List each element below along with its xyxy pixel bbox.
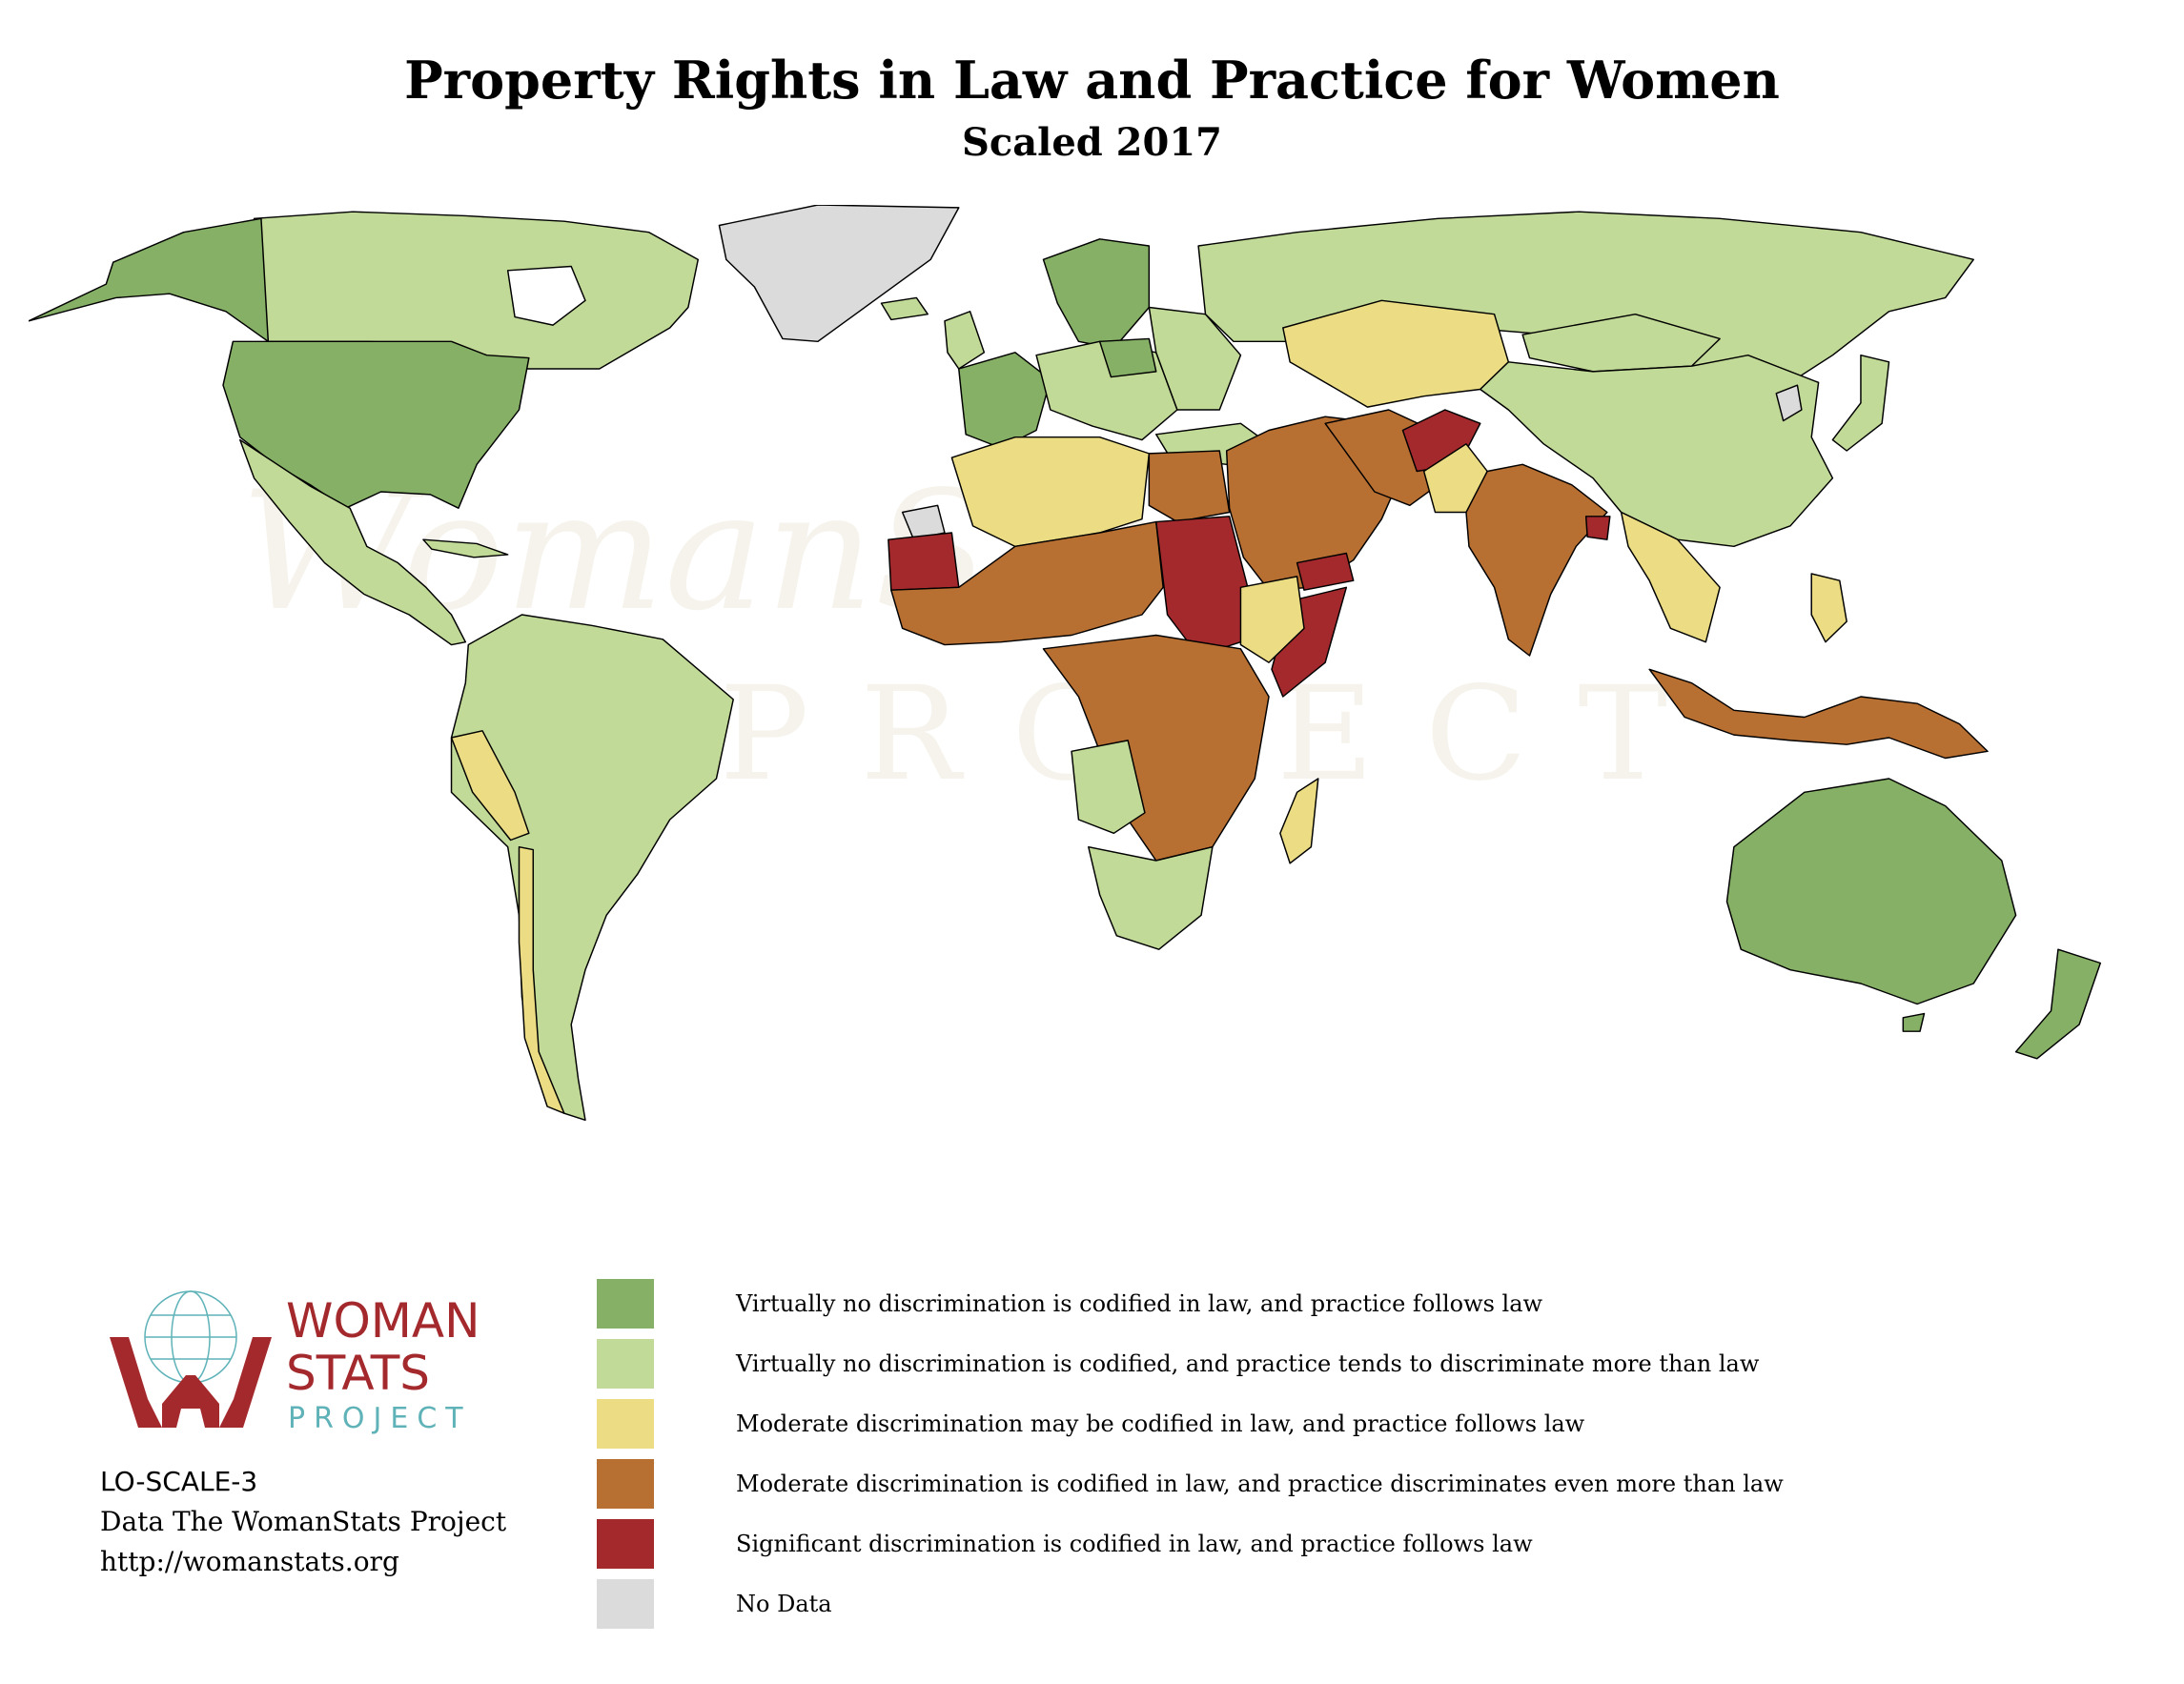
region-chile (518, 845, 565, 1114)
region-mexico-central-america (239, 438, 467, 646)
region-hudson-bay (506, 265, 586, 326)
legend-swatch (597, 1338, 654, 1389)
legend-item: Virtually no discrimination is codified … (597, 1273, 2160, 1333)
region-tasmania (1902, 1012, 1926, 1032)
region-india (1465, 463, 1608, 657)
womanstats-logo: WOMAN STATS PROJECT (110, 1290, 480, 1435)
region-egypt (1148, 450, 1231, 523)
world-map: WomanStats PROJECT (29, 205, 2102, 1122)
legend-item: Moderate discrimination is codified in l… (597, 1453, 2160, 1513)
legend-label: Significant discrimination is codified i… (736, 1530, 1533, 1557)
legend-label: Virtually no discrimination is codified … (736, 1289, 1543, 1317)
map-title: Property Rights in Law and Practice for … (404, 50, 1780, 111)
legend: Virtually no discrimination is codified … (597, 1273, 2160, 1633)
info-block: LO-SCALE-3 Data The WomanStats Project h… (100, 1462, 506, 1582)
globe-icon (144, 1290, 237, 1384)
region-north-africa (950, 436, 1151, 548)
region-mauritania (888, 532, 960, 591)
legend-label: Moderate discrimination may be codified … (736, 1410, 1585, 1437)
region-peru-bolivia (450, 730, 530, 842)
region-greenland (718, 205, 960, 343)
region-angola-zambia (1071, 740, 1146, 835)
logo-word-woman: WOMAN (286, 1293, 480, 1349)
legend-item: Moderate discrimination may be codified … (597, 1393, 2160, 1453)
region-scandinavia (1042, 238, 1151, 350)
region-philippines (1810, 573, 1847, 643)
legend-label: Virtually no discrimination is codified,… (736, 1349, 1760, 1377)
region-caribbean (422, 538, 509, 558)
region-kazakhstan-central-asia (1282, 299, 1510, 408)
legend-label: Moderate discrimination is codified in l… (736, 1470, 1784, 1497)
region-yemen (1296, 552, 1355, 591)
region-australia (1725, 778, 2017, 1005)
source-url[interactable]: http://womanstats.org (100, 1546, 399, 1577)
region-china (1480, 354, 1834, 548)
legend-swatch (597, 1578, 654, 1629)
logo-word-project: PROJECT (288, 1402, 472, 1435)
legend-swatch (597, 1458, 654, 1509)
legend-label: No Data (736, 1590, 832, 1617)
region-madagascar (1279, 778, 1319, 864)
region-iceland (880, 296, 929, 321)
legend-swatch (597, 1278, 654, 1329)
region-ethiopia (1239, 576, 1305, 663)
raised-hands-icon (110, 1337, 272, 1428)
scale-code: LO-SCALE-3 (100, 1466, 258, 1497)
region-southeast-asia (1620, 511, 1721, 643)
map-subtitle: Scaled 2017 (961, 120, 1223, 165)
region-new-zealand (2014, 948, 2102, 1060)
region-uk (944, 311, 986, 370)
logo-word-stats: STATS (286, 1346, 430, 1401)
region-korea (1775, 384, 1803, 422)
data-credit: Data The WomanStats Project (100, 1506, 507, 1537)
region-bangladesh (1584, 516, 1611, 540)
region-alaska (29, 217, 270, 343)
region-poland (1098, 337, 1157, 378)
region-western-sahara (901, 504, 946, 540)
legend-item: Virtually no discrimination is codified,… (597, 1333, 2160, 1393)
region-south-america (450, 614, 734, 1122)
region-usa (222, 340, 530, 509)
region-west-europe (958, 352, 1051, 449)
legend-item: No Data (597, 1573, 2160, 1633)
legend-swatch (597, 1398, 654, 1449)
region-sahel (890, 520, 1164, 646)
region-southern-africa (1088, 845, 1214, 950)
region-indonesia (1648, 668, 1989, 760)
legend-swatch (597, 1518, 654, 1569)
region-japan (1831, 354, 1890, 452)
legend-item: Significant discrimination is codified i… (597, 1513, 2160, 1573)
